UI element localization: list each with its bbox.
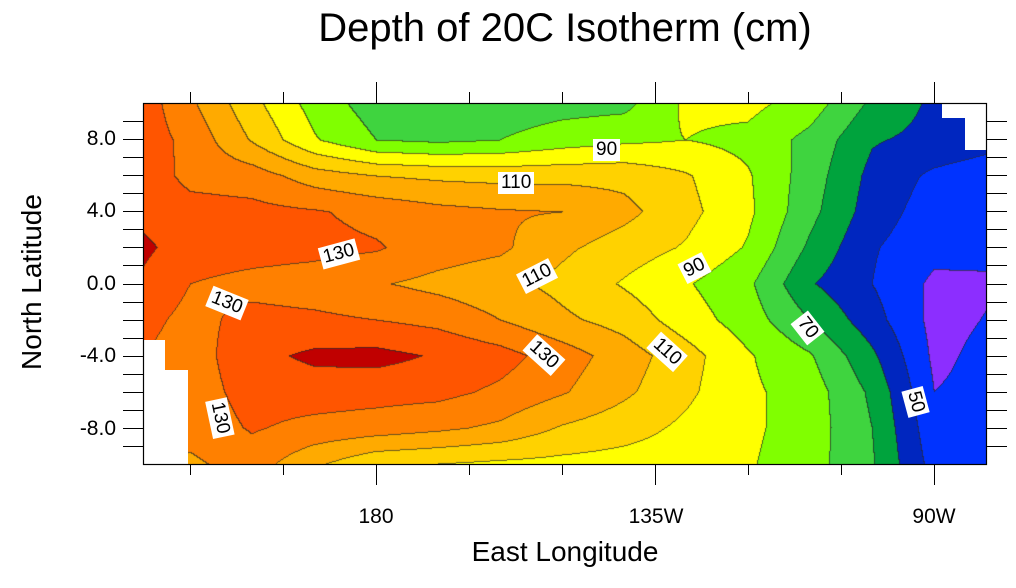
y-tick-label: -8.0 [79, 417, 116, 440]
contour-label: 110 [498, 172, 535, 194]
contour-fill-field [143, 103, 987, 464]
y-tick-label: 8.0 [86, 127, 116, 150]
x-tick-label: 180 [358, 505, 394, 528]
plot-frame [142, 102, 988, 466]
y-tick-label: 0.0 [86, 272, 116, 295]
x-axis-label: East Longitude [471, 536, 659, 567]
contour-label: 90 [593, 139, 621, 161]
x-tick-label: 90W [912, 505, 956, 528]
y-tick-label: 4.0 [86, 199, 116, 222]
missing-data-mask [965, 103, 987, 150]
missing-data-mask [143, 370, 188, 464]
y-tick-label: -4.0 [79, 344, 116, 367]
chart-title: Depth of 20C Isotherm (cm) [318, 6, 812, 50]
x-tick-label: 135W [628, 505, 684, 528]
